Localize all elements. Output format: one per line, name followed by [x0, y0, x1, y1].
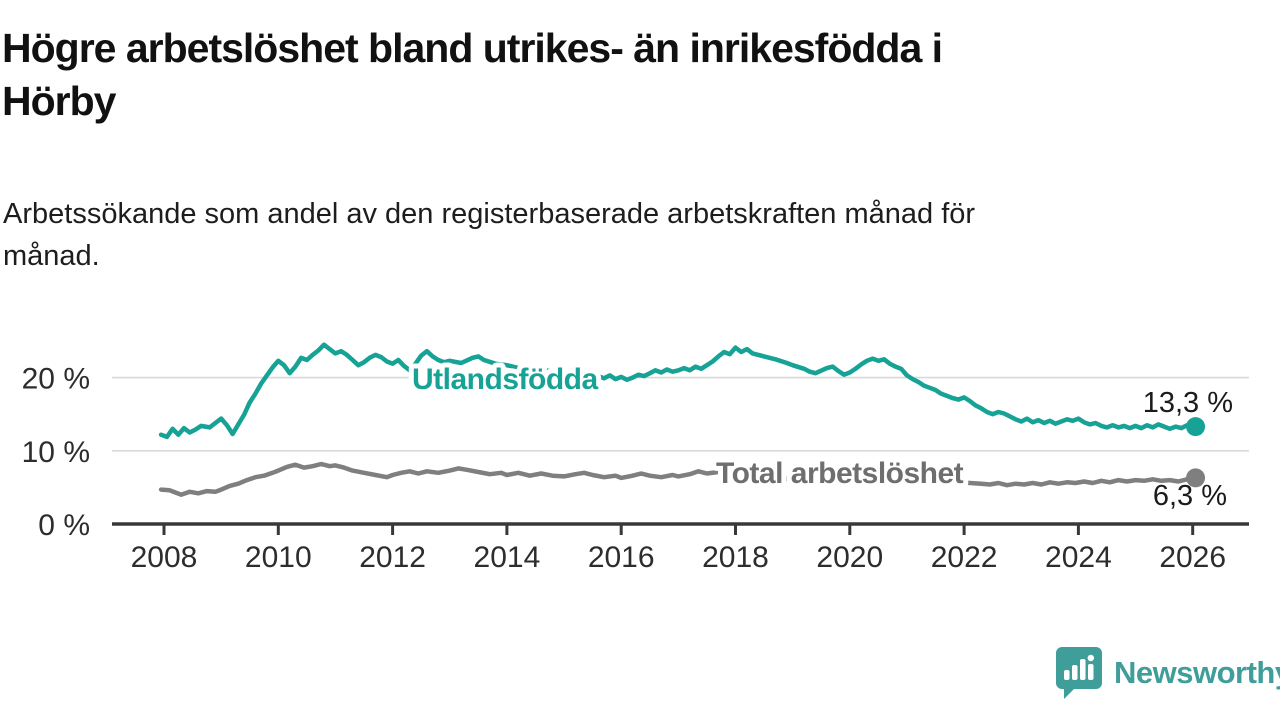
logo-bubble: [1056, 647, 1102, 699]
x-tick-label-2016: 2016: [588, 541, 655, 574]
logo-bar-4: [1088, 664, 1094, 680]
end-value-total: 6,3 %: [1153, 480, 1227, 512]
logo-bar-2: [1072, 665, 1078, 680]
x-tick-label-2008: 2008: [131, 541, 198, 574]
x-tick-label-2010: 2010: [245, 541, 312, 574]
chart-subtitle: Arbetssökande som andel av den registerb…: [3, 193, 1183, 277]
newsworthy-logo[interactable]: Newsworthy: [1054, 645, 1280, 701]
newsworthy-logo-text: Newsworthy: [1114, 655, 1280, 690]
title-line-1: Högre arbetslöshet bland utrikes- än inr…: [2, 25, 943, 71]
y-tick-label-0: 0 %: [38, 509, 90, 542]
x-tick-label-2022: 2022: [931, 541, 998, 574]
x-tick-label-2012: 2012: [359, 541, 426, 574]
x-tick-label-2014: 2014: [474, 541, 541, 574]
series-line-1: [158, 461, 1198, 497]
x-tick-label-2026: 2026: [1159, 541, 1226, 574]
end-value-utlandsfodda: 13,3 %: [1143, 387, 1233, 419]
series-end-dot-1: [1186, 468, 1206, 488]
y-tick-label-20: 20 %: [22, 363, 90, 396]
x-tick-label-2024: 2024: [1045, 541, 1112, 574]
logo-bar-3: [1080, 659, 1086, 680]
title-line-2: Hörby: [2, 78, 116, 124]
subtitle-line-1: Arbetssökande som andel av den registerb…: [3, 198, 976, 230]
logo-dot: [1087, 654, 1094, 662]
newsworthy-logo-icon: [1056, 647, 1102, 699]
series-label-utlandsfodda-halo: Utlandsfödda: [412, 363, 598, 396]
series-label-total-halo: Total arbetslöshet: [716, 457, 964, 490]
x-tick-label-2018: 2018: [702, 541, 769, 574]
y-axis-labels: 0 % 10 % 20 %: [22, 363, 90, 542]
logo-bar-1: [1064, 670, 1070, 680]
series-label-total: Total arbetslöshet: [716, 457, 964, 490]
series-line-0: [158, 342, 1198, 440]
page-title: Högre arbetslöshet bland utrikes- än inr…: [2, 22, 1172, 128]
gridlines: [112, 376, 1249, 452]
series-label-utlandsfodda: Utlandsfödda: [412, 363, 598, 396]
x-tick-label-2020: 2020: [816, 541, 883, 574]
series-end-dot-0: [1186, 417, 1206, 437]
subtitle-line-2: månad.: [3, 240, 100, 272]
data-series: [158, 342, 1206, 497]
x-axis-ticks: 2008 2010 2012 2014 2016 2018 2020 2022 2024 2026: [131, 524, 1226, 574]
y-tick-label-10: 10 %: [22, 436, 90, 469]
